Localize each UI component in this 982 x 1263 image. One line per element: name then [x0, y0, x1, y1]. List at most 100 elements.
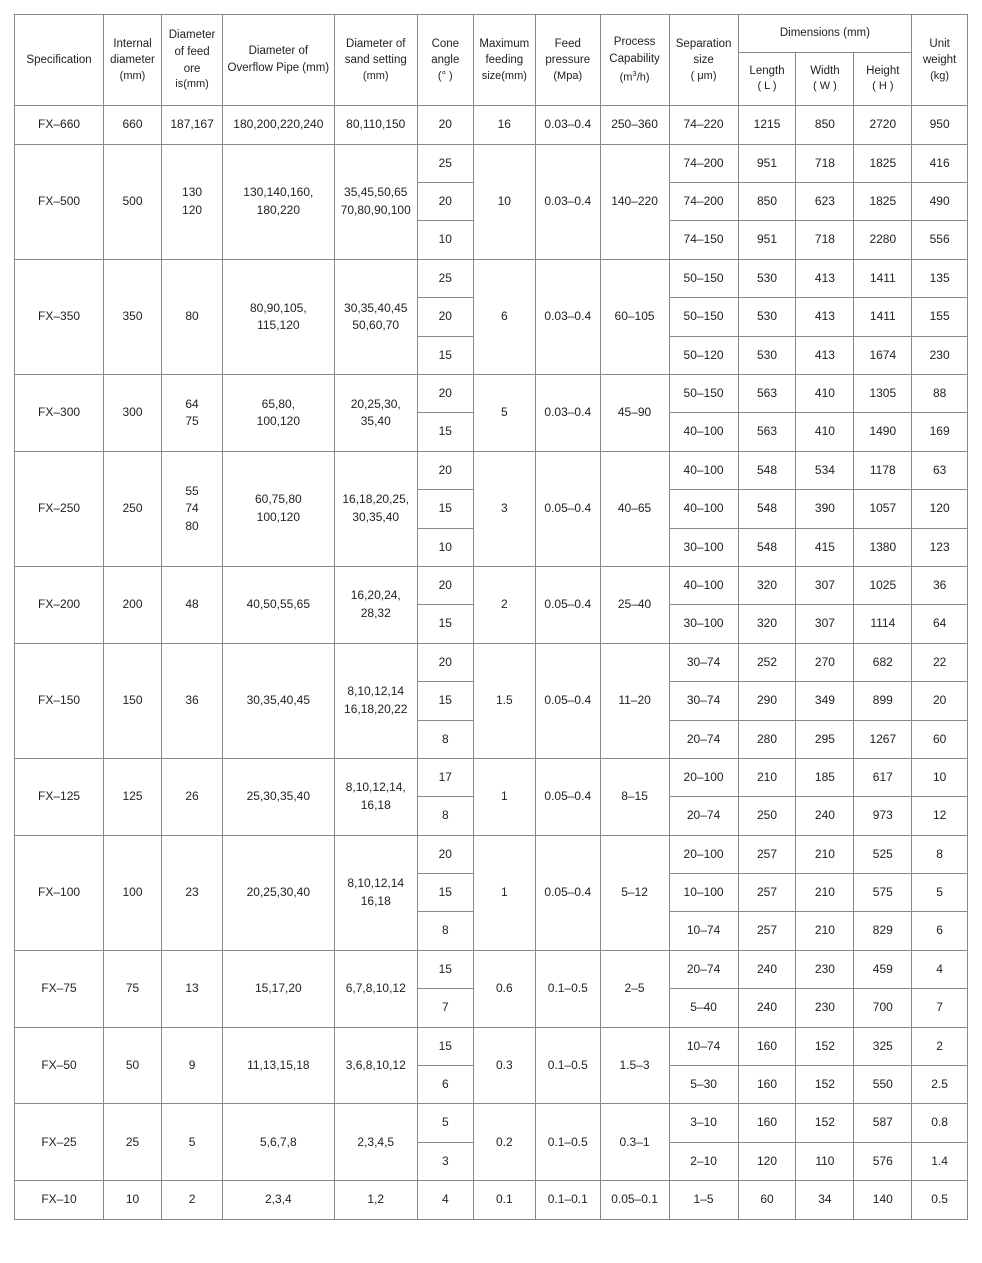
table-row: FX–1001002320,25,30,408,10,12,1416,18201…	[15, 835, 968, 873]
cell: 80,90,105,115,120	[223, 259, 334, 374]
cell: 16,20,24,28,32	[334, 566, 417, 643]
cell: 951	[738, 221, 796, 259]
cell: FX–25	[15, 1104, 104, 1181]
spec-table: Specification Internal diameter(mm) Diam…	[14, 14, 968, 1220]
cell: 0.03–0.4	[535, 375, 600, 452]
cell: 45–90	[600, 375, 669, 452]
table-row: FX–252555,6,7,82,3,4,550.20.1–0.50.3–13–…	[15, 1104, 968, 1142]
cell: 140–220	[600, 144, 669, 259]
cell: 2–10	[669, 1142, 738, 1180]
cell: 257	[738, 874, 796, 912]
cell: 829	[854, 912, 912, 950]
cell: 20	[417, 298, 473, 336]
cell: 187,167	[161, 106, 222, 144]
cell: 0.05–0.4	[535, 451, 600, 566]
cell: 150	[104, 643, 162, 758]
table-row: FX–500500130120130,140,160,180,22035,45,…	[15, 144, 968, 182]
cell: 60–105	[600, 259, 669, 374]
cell: 210	[796, 912, 854, 950]
cell: 1.4	[912, 1142, 968, 1180]
cell: 36	[161, 643, 222, 758]
cell: 500	[104, 144, 162, 259]
cell: 550	[854, 1066, 912, 1104]
cell: 80,110,150	[334, 106, 417, 144]
cell: 30–74	[669, 643, 738, 681]
cell: 973	[854, 797, 912, 835]
cell: 17	[417, 758, 473, 796]
cell: 3,6,8,10,12	[334, 1027, 417, 1104]
cell: 50–150	[669, 375, 738, 413]
table-header: Specification Internal diameter(mm) Diam…	[15, 15, 968, 106]
cell: 682	[854, 643, 912, 681]
cell: 15	[417, 950, 473, 988]
cell: 40–65	[600, 451, 669, 566]
cell: 415	[796, 528, 854, 566]
cell: 26	[161, 758, 222, 835]
cell: FX–250	[15, 451, 104, 566]
cell: FX–100	[15, 835, 104, 950]
cell: 20	[417, 183, 473, 221]
cell: 10	[473, 144, 535, 259]
cell: 270	[796, 643, 854, 681]
cell: 1267	[854, 720, 912, 758]
cell: 40–100	[669, 566, 738, 604]
cell: 530	[738, 336, 796, 374]
cell: 250	[738, 797, 796, 835]
cell: 13	[161, 950, 222, 1027]
cell: 1.5–3	[600, 1027, 669, 1104]
cell: 15	[417, 1027, 473, 1065]
cell: 25,30,35,40	[223, 758, 334, 835]
cell: 40–100	[669, 451, 738, 489]
cell: 60,75,80100,120	[223, 451, 334, 566]
cell: 74–200	[669, 144, 738, 182]
cell: 557480	[161, 451, 222, 566]
cell: 140	[854, 1181, 912, 1219]
cell: 15	[417, 682, 473, 720]
cell: 240	[738, 989, 796, 1027]
cell: 1.5	[473, 643, 535, 758]
cell: 20	[417, 375, 473, 413]
cell: 8	[417, 912, 473, 950]
cell: 0.03–0.4	[535, 144, 600, 259]
cell: 530	[738, 259, 796, 297]
cell: 0.5	[912, 1181, 968, 1219]
cell: 10–74	[669, 912, 738, 950]
cell: 15	[417, 605, 473, 643]
col-spec: Specification	[15, 15, 104, 106]
cell: 4	[417, 1181, 473, 1219]
cell: 25	[104, 1104, 162, 1181]
cell: 2.5	[912, 1066, 968, 1104]
cell: 75	[104, 950, 162, 1027]
cell: 135	[912, 259, 968, 297]
cell: 8	[912, 835, 968, 873]
cell: 2	[912, 1027, 968, 1065]
cell: 390	[796, 490, 854, 528]
cell: 700	[854, 989, 912, 1027]
cell: 0.1	[473, 1181, 535, 1219]
cell: 3	[417, 1142, 473, 1180]
cell: 252	[738, 643, 796, 681]
cell: 120	[912, 490, 968, 528]
cell: 8	[417, 720, 473, 758]
cell: 130,140,160,180,220	[223, 144, 334, 259]
cell: 1,2	[334, 1181, 417, 1219]
table-row: FX–1251252625,30,35,408,10,12,14,16,1817…	[15, 758, 968, 796]
cell: 7	[417, 989, 473, 1027]
cell: 1	[473, 835, 535, 950]
cell: 48	[161, 566, 222, 643]
cell: 350	[104, 259, 162, 374]
cell: 25	[417, 144, 473, 182]
cell: 0.1–0.5	[535, 1027, 600, 1104]
cell: 8,10,12,1416,18,20,22	[334, 643, 417, 758]
cell: 20–74	[669, 720, 738, 758]
cell: 63	[912, 451, 968, 489]
cell: 152	[796, 1027, 854, 1065]
cell: 240	[738, 950, 796, 988]
cell: 410	[796, 413, 854, 451]
cell: 0.05–0.4	[535, 643, 600, 758]
cell: 2	[161, 1181, 222, 1219]
cell: 623	[796, 183, 854, 221]
cell: 160	[738, 1066, 796, 1104]
cell: 35,45,50,6570,80,90,100	[334, 144, 417, 259]
cell: 20–100	[669, 758, 738, 796]
